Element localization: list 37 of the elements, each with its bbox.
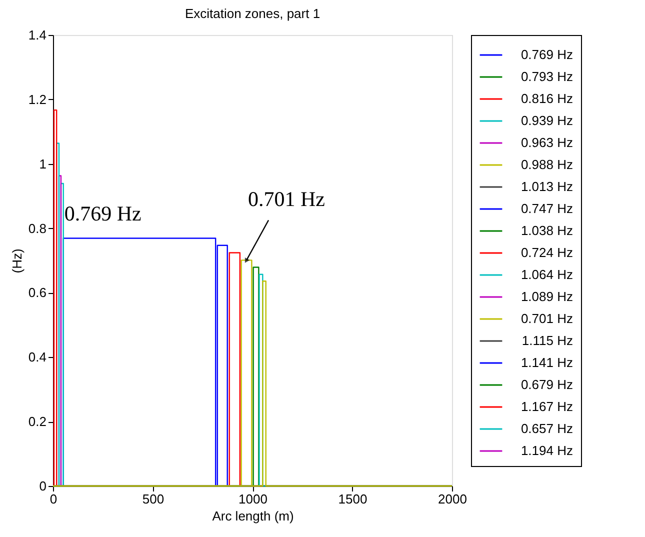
legend-label: 0.939 Hz: [520, 113, 573, 128]
x-tick-label: 2000: [438, 492, 467, 506]
legend-label: 1.141 Hz: [520, 355, 573, 370]
x-tick-label: 0: [50, 492, 58, 506]
legend-label: 1.115 Hz: [522, 333, 573, 348]
legend-label: 0.988 Hz: [520, 157, 573, 172]
x-tick-label: 1500: [338, 492, 368, 506]
legend-label: 0.747 Hz: [520, 201, 573, 216]
legend-label: 1.194 Hz: [520, 443, 573, 458]
y-axis-title: (Hz): [9, 248, 24, 274]
legend-label: 1.167 Hz: [520, 399, 573, 414]
legend-label: 0.963 Hz: [520, 135, 573, 150]
legend-label: 0.701 Hz: [520, 311, 573, 326]
y-tick-label: 0: [39, 478, 46, 494]
legend-label: 1.038 Hz: [520, 223, 573, 238]
legend-label: 0.769 Hz: [520, 47, 573, 62]
y-tick-label: 1.4: [28, 28, 46, 42]
x-tick-label: 500: [142, 492, 164, 506]
legend-label: 1.013 Hz: [520, 179, 573, 194]
legend-label: 1.089 Hz: [520, 289, 573, 304]
y-tick-label: 0.2: [28, 414, 46, 430]
x-axis-title: Arc length (m): [212, 508, 294, 524]
legend-label: 0.816 Hz: [520, 91, 573, 106]
annotation: 0.769 Hz: [64, 201, 142, 226]
annotation: 0.701 Hz: [248, 187, 326, 212]
chart-title: Excitation zones, part 1: [184, 6, 320, 21]
y-tick-label: 0.6: [28, 285, 46, 300]
y-tick-label: 0.4: [28, 350, 46, 365]
y-tick-label: 1.2: [28, 92, 46, 107]
legend-label: 0.679 Hz: [520, 377, 573, 392]
legend-label: 1.064 Hz: [520, 267, 573, 282]
y-tick-label: 1: [39, 156, 46, 172]
legend-label: 0.657 Hz: [520, 421, 573, 436]
legend-label: 0.793 Hz: [520, 69, 573, 84]
x-tick-label: 1000: [238, 492, 268, 506]
legend-label: 0.724 Hz: [520, 245, 573, 260]
y-tick-label: 0.8: [28, 220, 46, 236]
